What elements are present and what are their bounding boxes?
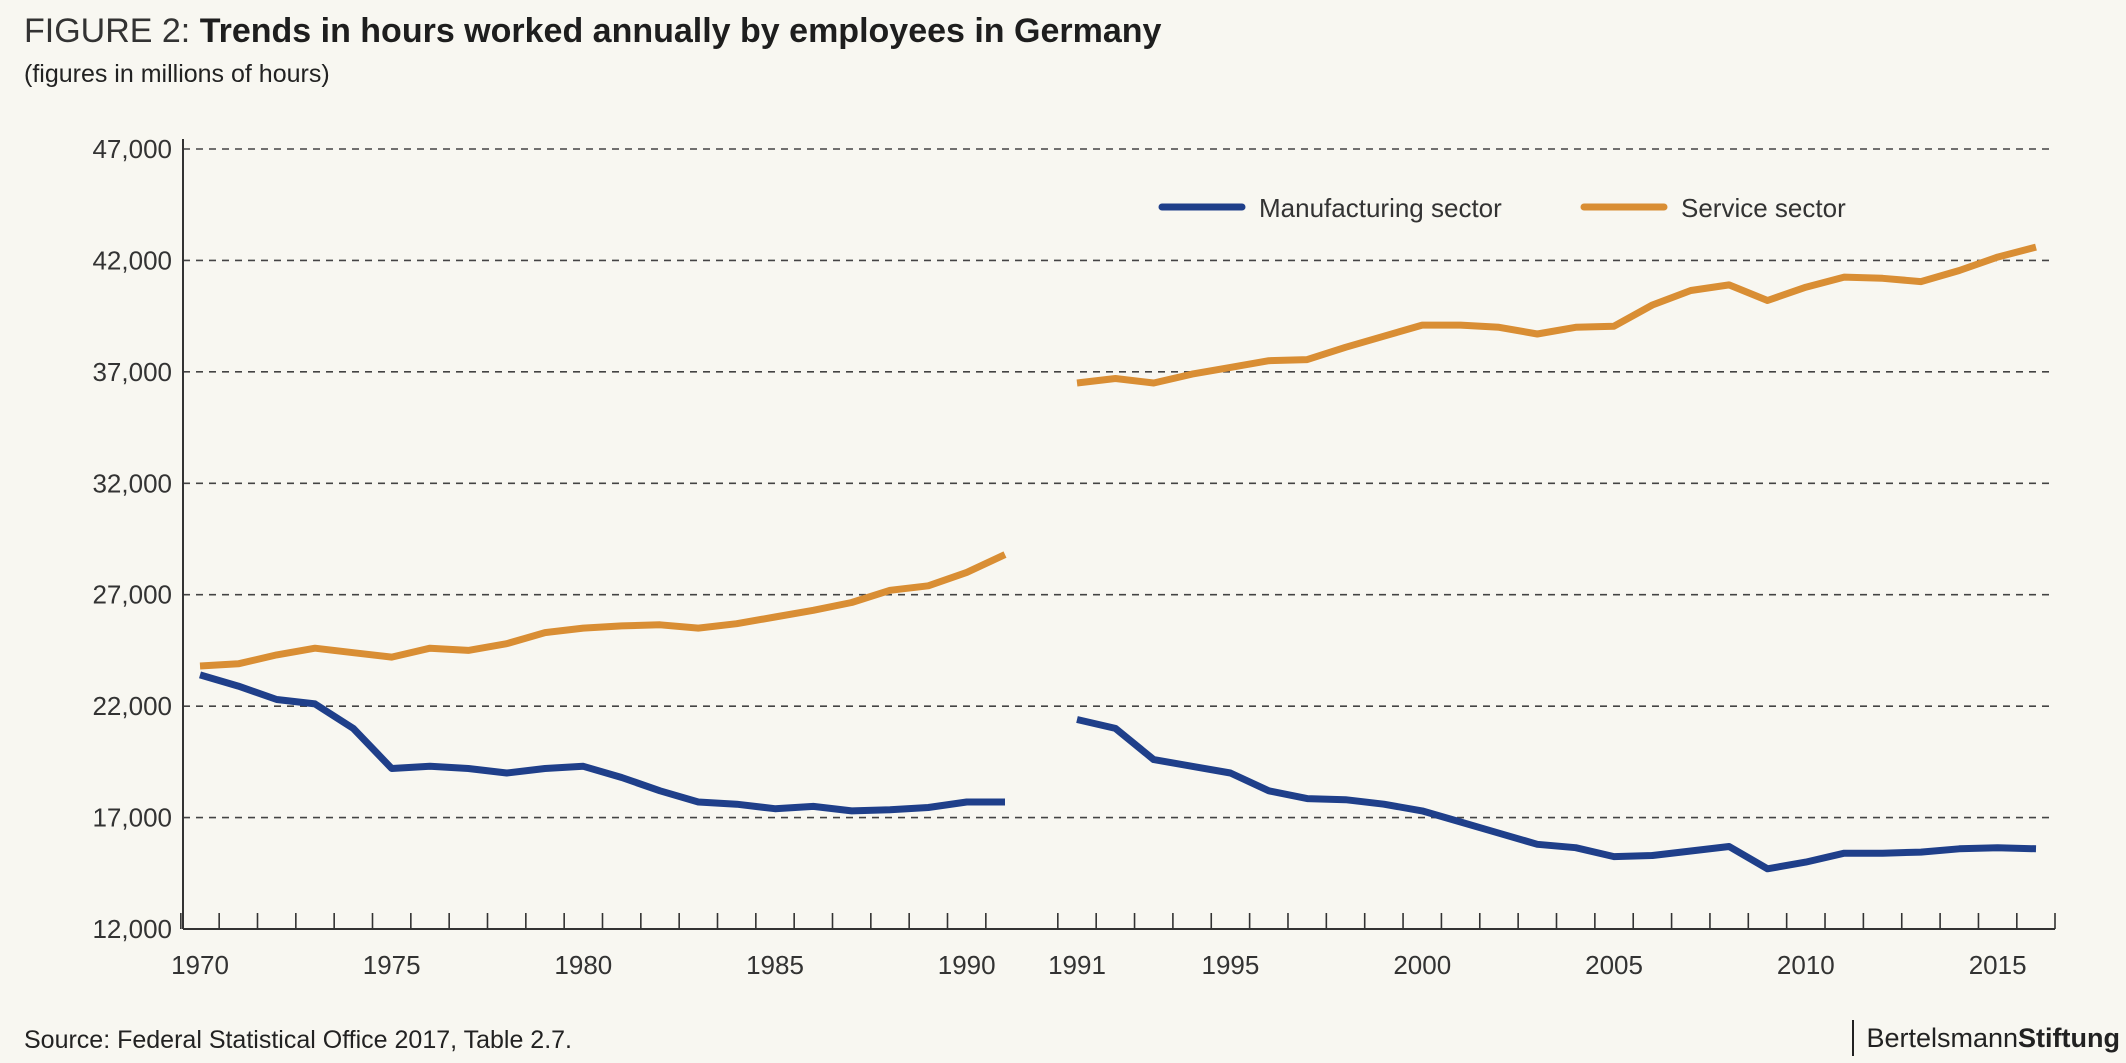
x-tick-label: 1991 (1048, 950, 1106, 980)
legend-manufacturing-label: Manufacturing sector (1259, 193, 1502, 223)
brand-logo: BertelsmannStiftung (1852, 1020, 2120, 1056)
x-tick-label: 2015 (1969, 950, 2027, 980)
x-tick-label: 1975 (363, 950, 421, 980)
y-tick-label: 42,000 (92, 245, 172, 275)
legend-service-label: Service sector (1681, 193, 1846, 223)
figure-prefix: FIGURE 2: (24, 12, 200, 50)
y-tick-label: 47,000 (92, 134, 172, 164)
y-tick-label: 12,000 (92, 914, 172, 944)
chart-title: FIGURE 2: Trends in hours worked annuall… (24, 12, 1161, 51)
x-tick-label: 1985 (746, 950, 804, 980)
brand-part1: Bertelsmann (1866, 1023, 2019, 1053)
x-tick-label: 1990 (938, 950, 996, 980)
y-tick-label: 17,000 (92, 803, 172, 833)
title-text: Trends in hours worked annually by emplo… (199, 12, 1162, 50)
service-sector-line (1076, 243, 2037, 387)
brand-part2: Stiftung (2018, 1023, 2120, 1053)
y-tick-label: 22,000 (92, 691, 172, 721)
y-tick-label: 32,000 (92, 468, 172, 498)
x-tick-label: 2000 (1393, 950, 1451, 980)
x-tick-label: 1980 (554, 950, 612, 980)
x-tick-label: 2005 (1585, 950, 1643, 980)
y-tick-label: 37,000 (92, 357, 172, 387)
grid-lines (183, 148, 2055, 819)
manufacturing-sector-line (1076, 716, 2037, 873)
y-tick-label: 27,000 (92, 580, 172, 610)
x-tick-label: 2010 (1777, 950, 1835, 980)
x-tick-label: 1970 (171, 950, 229, 980)
source-note: Source: Federal Statistical Office 2017,… (24, 1026, 572, 1054)
legend: Manufacturing sector Service sector (1158, 193, 1846, 223)
axes: 12,000 17,000 22,000 27,000 32,000 37,000 42,0… (92, 134, 2056, 980)
service-sector-line (199, 551, 1007, 670)
manufacturing-sector-line (199, 671, 1005, 815)
series-lines (199, 243, 2037, 873)
x-tick-label: 1995 (1202, 950, 1260, 980)
chart-subtitle: (figures in millions of hours) (24, 60, 330, 88)
